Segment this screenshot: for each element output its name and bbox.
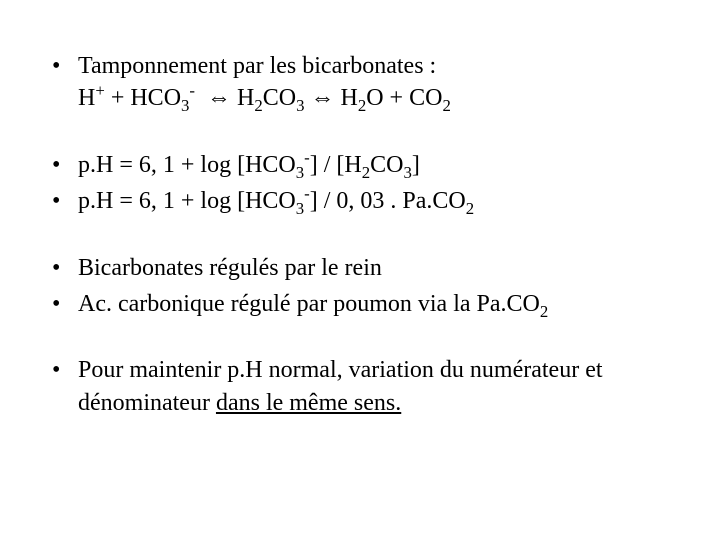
bullet-text: Tamponnement par les bicarbonates : bbox=[78, 53, 436, 79]
list-item: p.H = 6, 1 + log [HCO3-] / [H2CO3] bbox=[40, 149, 680, 181]
bullet-text: p.H = 6, 1 + log [HCO3-] / 0, 03 . Pa.CO… bbox=[78, 188, 474, 214]
list-item: Pour maintenir p.H normal, variation du … bbox=[40, 354, 680, 419]
list-item: Ac. carbonique régulé par poumon via la … bbox=[40, 288, 680, 320]
bullet-text: p.H = 6, 1 + log [HCO3-] / [H2CO3] bbox=[78, 152, 420, 178]
bullet-text: Bicarbonates régulés par le rein bbox=[78, 255, 382, 281]
list-item: p.H = 6, 1 + log [HCO3-] / 0, 03 . Pa.CO… bbox=[40, 185, 680, 217]
list-item: Tamponnement par les bicarbonates : H+ +… bbox=[40, 50, 680, 115]
bullet-list: Tamponnement par les bicarbonates : H+ +… bbox=[40, 50, 680, 419]
list-item: Bicarbonates régulés par le rein bbox=[40, 252, 680, 284]
bullet-text: Ac. carbonique régulé par poumon via la … bbox=[78, 291, 548, 317]
slide-body: Tamponnement par les bicarbonates : H+ +… bbox=[0, 0, 720, 463]
bullet-text: Pour maintenir p.H normal, variation du … bbox=[78, 357, 603, 415]
bullet-text: H+ + HCO3- ⇔ H2CO3 ⇔ H2O + CO2 bbox=[78, 85, 451, 111]
